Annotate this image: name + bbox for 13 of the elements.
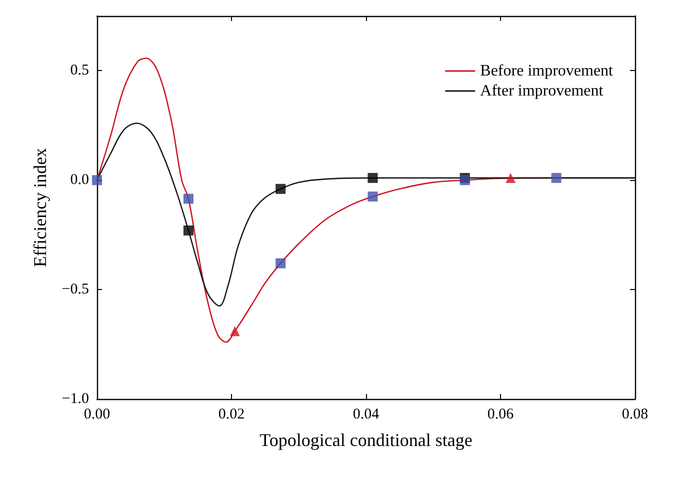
x-tick-label: 0.04 xyxy=(352,406,380,422)
y-tick-label: −1.0 xyxy=(62,391,89,407)
y-tick-label: 0.0 xyxy=(70,172,89,188)
x-tick-label: 0.08 xyxy=(622,406,648,422)
legend-label: Before improvement xyxy=(480,62,614,80)
y-axis-title: Efficiency index xyxy=(30,148,50,268)
x-tick-label: 0.02 xyxy=(218,406,245,422)
x-tick-label: 0.00 xyxy=(84,406,110,422)
legend-label: After improvement xyxy=(480,82,604,100)
x-axis-title: Topological conditional stage xyxy=(260,430,472,450)
y-tick-label: −0.5 xyxy=(62,282,89,298)
x-tick-label: 0.06 xyxy=(487,406,514,422)
y-tick-label: 0.5 xyxy=(70,62,89,79)
